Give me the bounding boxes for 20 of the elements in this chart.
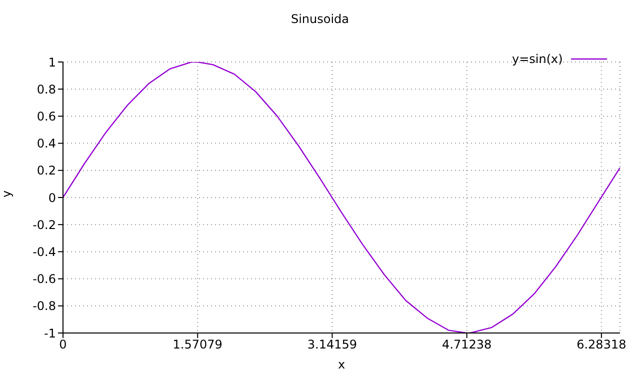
y-tick-label: -0.6	[32, 272, 56, 286]
legend-label: y=sin(x)	[512, 52, 563, 66]
y-tick-label: -0.2	[32, 218, 56, 232]
y-tick-label: -0.8	[32, 299, 56, 314]
y-tick-label: 0.4	[36, 136, 56, 151]
chart-title: Sinusoida	[290, 12, 350, 26]
y-tick-label: 1	[48, 55, 56, 70]
x-tick-label: 0	[59, 338, 67, 352]
y-tick-label: -1	[44, 326, 56, 340]
x-tick-label: 1.57079	[172, 338, 222, 352]
y-tick-label: -0.4	[32, 244, 56, 259]
x-tick-label: 3.14159	[307, 338, 358, 352]
x-tick-label: 4.71238	[442, 338, 492, 352]
y-tick-label: 0.2	[36, 164, 56, 178]
y-axis-title: y	[0, 190, 14, 198]
y-tick-label: 0.6	[36, 109, 56, 124]
y-tick-label: 0	[48, 190, 56, 205]
y-tick-label: 0.8	[36, 82, 56, 96]
x-tick-label: 6.28318	[576, 338, 626, 352]
x-axis-title: x	[338, 358, 346, 372]
